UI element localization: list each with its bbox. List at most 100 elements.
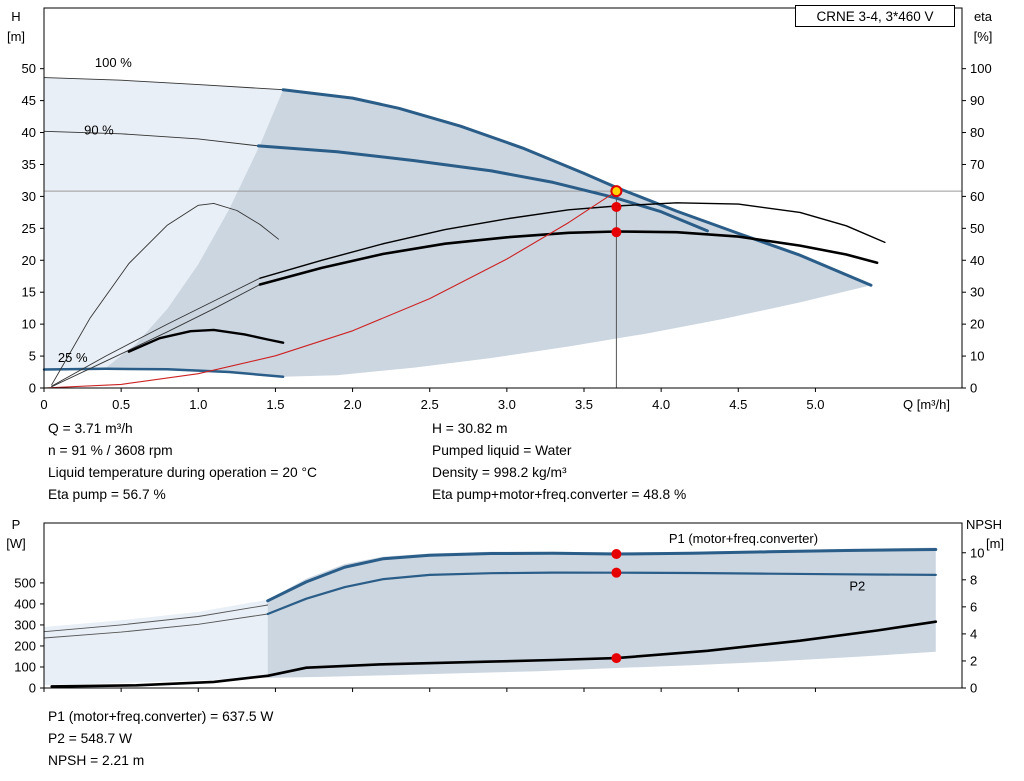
p2-point-marker	[611, 567, 622, 578]
eta-pump-readout: Eta pump = 56.7 %	[48, 487, 166, 502]
power-data: P1 (motor+freq.converter) = 637.5 W P2 =…	[48, 706, 273, 772]
qh-eta-chart[interactable]: 0 0.5 1.0 1.5 2.0 2.5 3.0 3.5 4.0 4.5 5.0 0 5 10 15 20 2…	[0, 0, 1024, 415]
duty-data-left: Q = 3.71 m³/h n = 91 % / 3608 rpm Liquid…	[48, 418, 317, 506]
duty-data-right: H = 30.82 m Pumped liquid = Water Densit…	[432, 418, 686, 506]
x-tick-label: 4.5	[729, 397, 747, 412]
npsh-readout: NPSH = 2.21 m	[48, 753, 145, 768]
y-right-tick-label: 80	[970, 125, 984, 140]
eta-total-point-marker	[611, 227, 622, 238]
speed-25-curve	[42, 367, 285, 379]
y-right-tick-label: 20	[970, 317, 984, 332]
eta-pump-ext-curve	[51, 277, 261, 387]
y-left-axis-title: H	[11, 9, 20, 24]
liquid-temp-readout: Liquid temperature during operation = 20…	[48, 465, 317, 480]
y-left-tick-label: 0	[29, 681, 36, 696]
eta-total-ext-curve	[51, 284, 261, 388]
y-right-tick-label: 10	[970, 545, 984, 560]
duty-point-marker[interactable]	[610, 185, 623, 198]
y-right-tick-label: 60	[970, 189, 984, 204]
p1-curve	[266, 548, 938, 603]
pump-model-label: CRNE 3-4, 3*460 V	[816, 8, 934, 24]
x-tick-label: 1.5	[266, 397, 284, 412]
p2-readout: P2 = 548.7 W	[48, 731, 132, 746]
power-npsh-chart[interactable]: 0 100 200 300 400 500 0 2 4 6 8 10 P [W] NPSH [m] P1 (mo…	[0, 515, 1024, 705]
eta-total-readout: Eta pump+motor+freq.converter = 48.8 %	[432, 487, 687, 502]
y-right-tick-label: 30	[970, 285, 984, 300]
eta-pump-25-curve	[51, 202, 279, 386]
y-left-tick-label: 50	[22, 61, 36, 76]
y-left-tick-label: 100	[14, 659, 36, 674]
eta-pump-point-marker	[611, 201, 622, 212]
eta-total-25-curve	[127, 328, 285, 353]
x-tick-label: 1.0	[189, 397, 207, 412]
curve-label: 90 %	[84, 122, 114, 137]
curve-label: P1 (motor+freq.converter)	[669, 531, 818, 546]
y-left-axis-title: [m]	[7, 29, 25, 44]
y-right-tick-label: 100	[970, 61, 992, 76]
y-right-tick-label: 6	[970, 599, 977, 614]
plot-frame	[43, 522, 963, 689]
y-right-tick-label: 10	[970, 349, 984, 364]
x-tick-label: 0.5	[112, 397, 130, 412]
p2-ext-curve	[43, 613, 269, 639]
npsh-curve	[50, 620, 938, 688]
pump-model-title-box: CRNE 3-4, 3*460 V	[795, 5, 955, 27]
plot-frame	[43, 7, 963, 389]
y-right-axis-title: [%]	[974, 29, 993, 44]
y-left-tick-label: 45	[22, 93, 36, 108]
y-left-tick-label: 200	[14, 638, 36, 653]
y-left-tick-label: 30	[22, 189, 36, 204]
envelope-dark-region	[104, 89, 871, 377]
curve-label: 100 %	[95, 55, 132, 70]
x-tick-label: 2.5	[421, 397, 439, 412]
density-readout: Density = 998.2 kg/m³	[432, 465, 567, 480]
p1-readout: P1 (motor+freq.converter) = 637.5 W	[48, 709, 274, 724]
x-axis-title: Q [m³/h]	[903, 397, 950, 412]
x-tick-label: 4.0	[652, 397, 670, 412]
speed-readout: n = 91 % / 3608 rpm	[48, 443, 173, 458]
y-left-tick-label: 400	[14, 596, 36, 611]
y-right-tick-label: 70	[970, 157, 984, 172]
y-right-axis-title: [m]	[986, 536, 1004, 551]
y-left-tick-label: 40	[22, 125, 36, 140]
speed-90-curve	[257, 144, 709, 233]
y-left-tick-label: 5	[29, 349, 36, 364]
head-readout: H = 30.82 m	[432, 421, 508, 436]
pumped-liquid-readout: Pumped liquid = Water	[432, 443, 572, 458]
y-right-tick-label: 90	[970, 93, 984, 108]
y-right-axis-title: NPSH	[966, 517, 1002, 532]
curve-label: 25 %	[58, 350, 88, 365]
y-left-tick-label: 10	[22, 317, 36, 332]
x-tick-label: 3.0	[498, 397, 516, 412]
y-right-tick-label: 50	[970, 221, 984, 236]
y-right-axis-title: eta	[974, 9, 993, 24]
y-left-tick-label: 500	[14, 575, 36, 590]
y-right-tick-label: 0	[970, 681, 977, 696]
y-left-tick-label: 300	[14, 617, 36, 632]
p2-curve	[266, 571, 937, 616]
y-right-tick-label: 8	[970, 572, 977, 587]
envelope-light-region	[44, 599, 268, 686]
npsh-point-marker	[611, 653, 622, 664]
y-left-tick-label: 35	[22, 157, 36, 172]
y-right-tick-label: 2	[970, 653, 977, 668]
y-left-tick-label: 0	[29, 381, 36, 396]
eta-total-curve	[258, 230, 879, 286]
system-curve-curve	[43, 190, 617, 389]
y-left-tick-label: 25	[22, 221, 36, 236]
y-right-tick-label: 40	[970, 253, 984, 268]
p1-ext-curve	[43, 604, 269, 633]
flow-readout: Q = 3.71 m³/h	[48, 421, 133, 436]
x-tick-label: 0	[40, 397, 47, 412]
x-tick-label: 2.0	[344, 397, 362, 412]
speed-100-ext-curve	[43, 77, 284, 91]
y-left-tick-label: 15	[22, 285, 36, 300]
y-left-axis-title: P	[12, 517, 21, 532]
curve-label: P2	[849, 578, 865, 593]
p1-point-marker	[611, 549, 622, 560]
envelope-light-region	[44, 77, 284, 370]
eta-pump-curve	[259, 202, 886, 279]
y-left-axis-title: [W]	[6, 536, 26, 551]
y-right-tick-label: 4	[970, 626, 977, 641]
